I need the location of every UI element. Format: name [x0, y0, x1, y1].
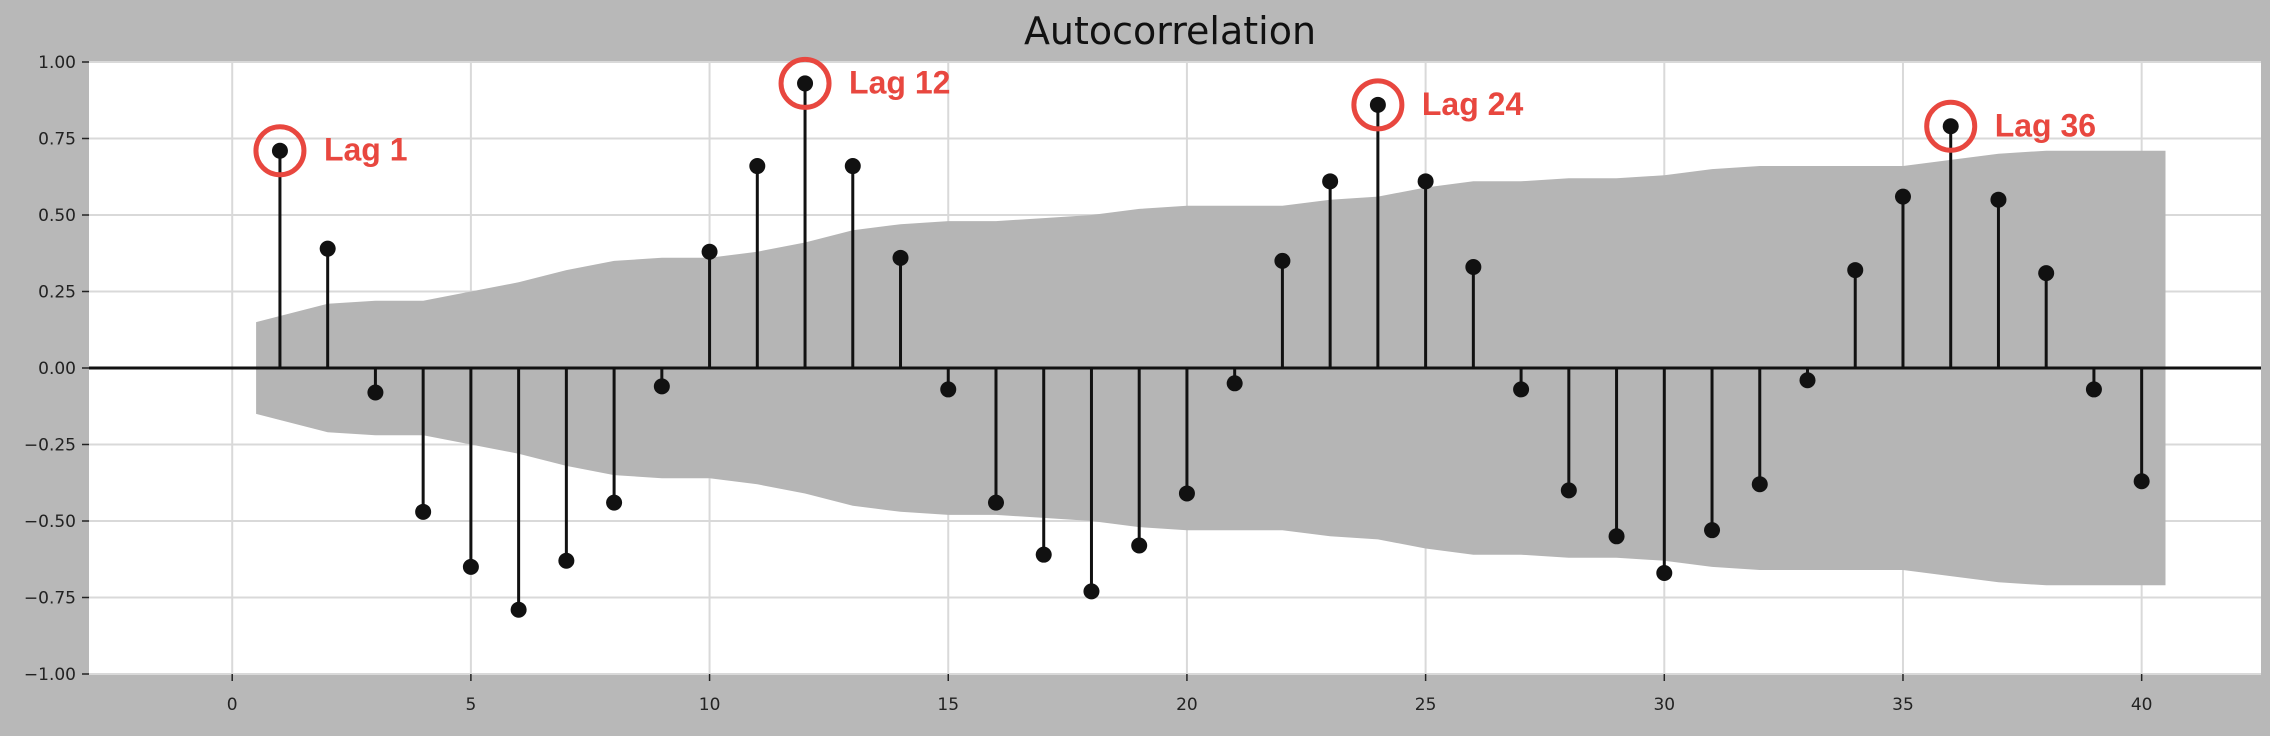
x-tick-label: 25	[1415, 695, 1437, 715]
acf-point	[1417, 173, 1434, 190]
annotation-label: Lag 36	[1995, 107, 2096, 143]
x-tick-label: 0	[227, 695, 238, 715]
y-tick-label: −0.75	[24, 589, 76, 609]
acf-point	[462, 558, 479, 575]
highlight-circle	[1924, 99, 1978, 153]
acf-point	[1274, 252, 1291, 269]
chart-title: Autocorrelation	[1024, 9, 1316, 53]
acf-point	[1083, 583, 1100, 600]
acf-point	[1894, 188, 1911, 205]
acf-point	[1990, 191, 2007, 208]
acf-point	[606, 494, 623, 511]
annotation-label: Lag 24	[1422, 86, 1524, 122]
y-tick-label: −0.50	[24, 512, 76, 532]
acf-point	[1322, 173, 1339, 190]
acf-point	[1513, 381, 1530, 398]
acf-point	[1799, 372, 1816, 389]
x-tick-label: 10	[699, 695, 721, 715]
acf-point	[749, 158, 766, 175]
acf-point	[797, 75, 814, 92]
acf-point	[1847, 262, 1864, 279]
acf-point	[1942, 118, 1959, 135]
acf-point	[319, 240, 336, 257]
x-tick-label: 5	[465, 695, 476, 715]
x-tick-label: 15	[937, 695, 959, 715]
acf-point	[892, 249, 909, 266]
acf-point	[1751, 476, 1768, 493]
y-tick-label: 0.75	[38, 130, 76, 150]
y-tick-label: −0.25	[24, 436, 76, 456]
acf-point	[1656, 565, 1673, 582]
acf-point	[415, 503, 432, 520]
acf-point	[1704, 522, 1721, 539]
acf-point	[1035, 546, 1052, 563]
acf-point	[701, 243, 718, 260]
highlight-circle	[778, 56, 832, 110]
annotation-label: Lag 12	[849, 64, 950, 100]
acf-point	[1608, 528, 1625, 545]
x-tick-label: 40	[2131, 695, 2153, 715]
acf-point	[2133, 473, 2150, 490]
y-tick-label: 0.25	[38, 283, 76, 303]
x-tick-label: 30	[1653, 695, 1675, 715]
acf-point	[1369, 96, 1386, 113]
y-tick-label: 0.50	[38, 206, 76, 226]
acf-point	[367, 384, 384, 401]
acf-point	[2038, 265, 2055, 282]
y-tick-label: −1.00	[24, 665, 76, 685]
x-tick-label: 20	[1176, 695, 1198, 715]
highlight-circle	[1351, 78, 1405, 132]
acf-point	[1178, 485, 1195, 502]
acf-point	[510, 601, 527, 618]
annotations: Lag 1 Lag 12 Lag 24 Lag 36	[253, 56, 2096, 178]
stems	[271, 75, 2150, 618]
acf-point	[1560, 482, 1577, 499]
x-tick-label: 35	[1892, 695, 1914, 715]
acf-point	[653, 378, 670, 395]
y-tick-label: 1.00	[38, 53, 76, 73]
acf-point	[940, 381, 957, 398]
highlight-circle	[253, 124, 307, 178]
annotation-label: Lag 1	[324, 132, 408, 168]
acf-point	[558, 552, 575, 569]
acf-point	[1131, 537, 1148, 554]
acf-point	[271, 142, 288, 159]
axes: 1.00 0.75 0.50 0.25 0.00 −0.25 −0.50 −0.75 −1.00…	[24, 53, 2153, 715]
acf-point	[844, 158, 861, 175]
acf-point	[987, 494, 1004, 511]
acf-point	[1465, 259, 1482, 276]
acf-point	[1226, 375, 1243, 392]
y-tick-label: 0.00	[38, 359, 76, 379]
acf-point	[2085, 381, 2102, 398]
